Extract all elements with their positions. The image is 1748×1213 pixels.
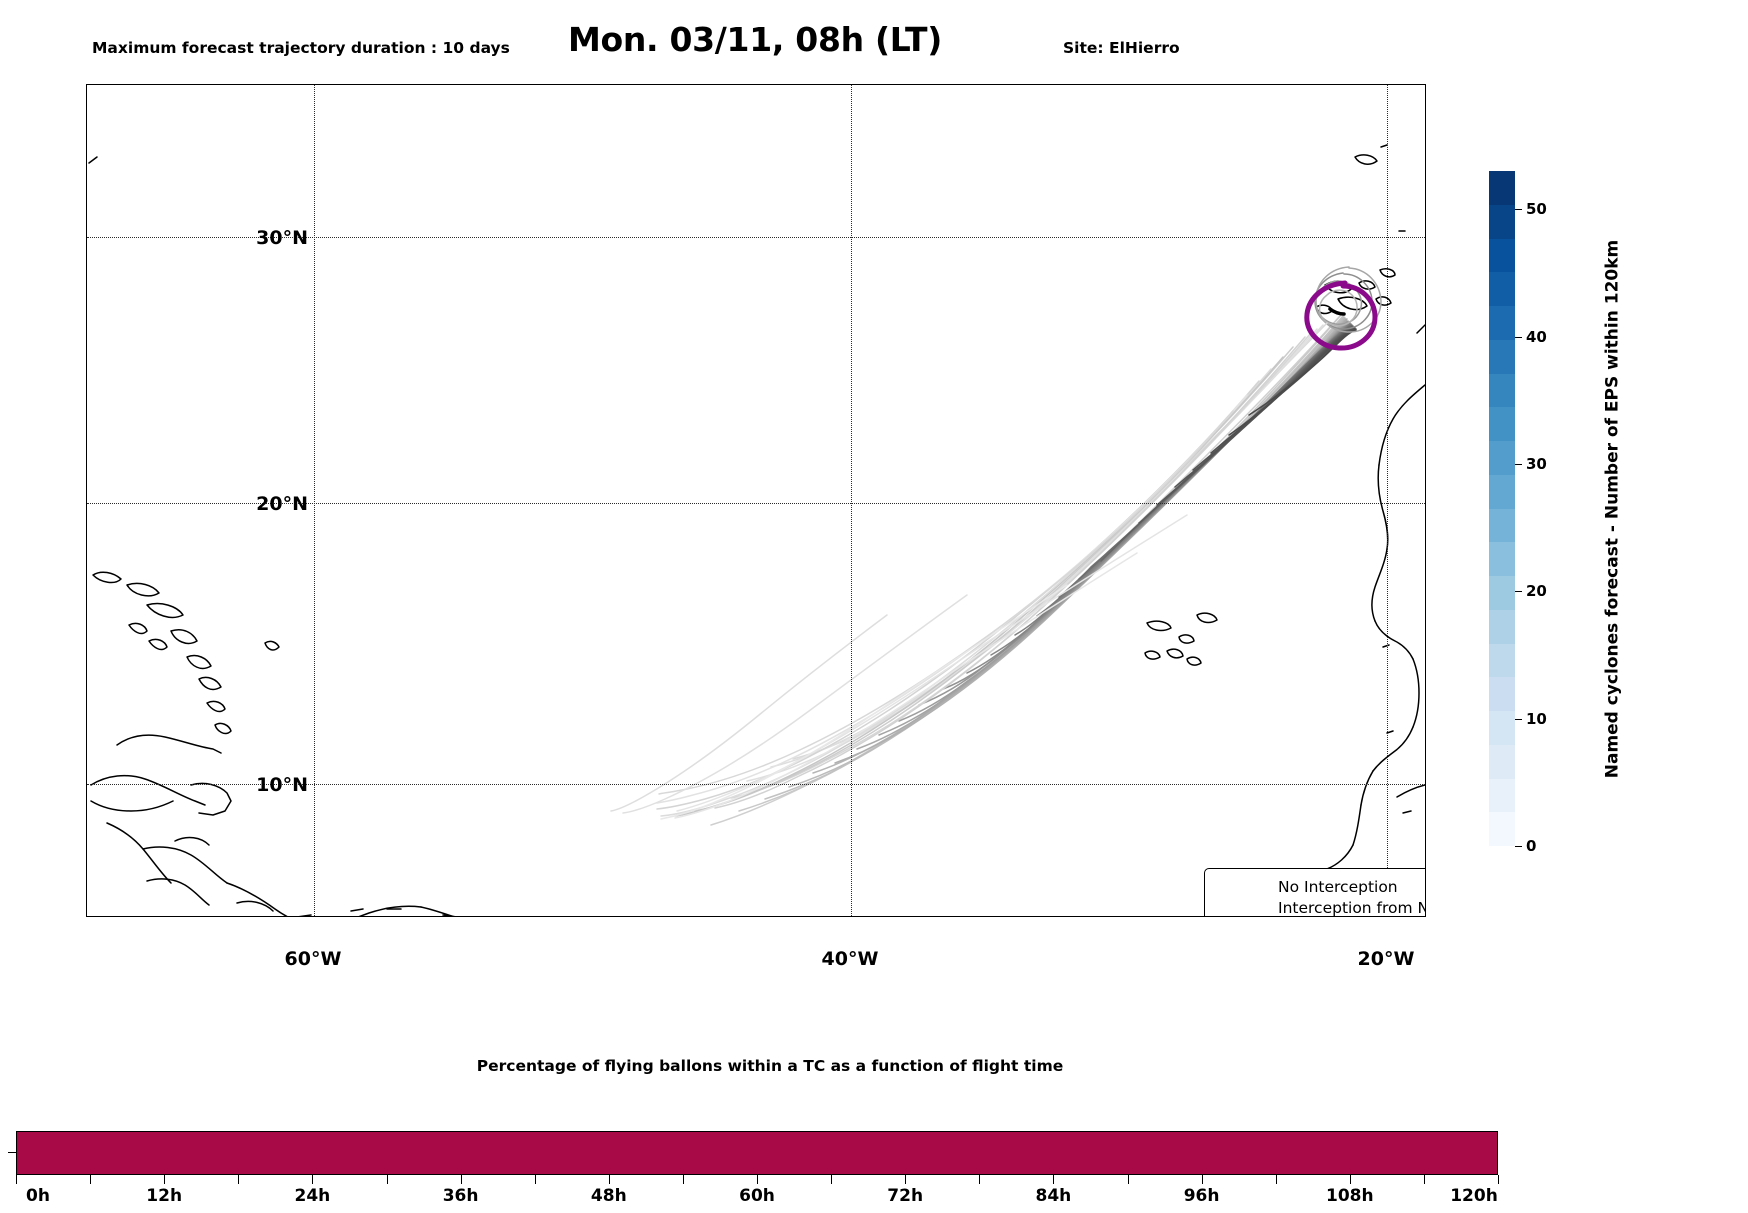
analysis-marker [1328, 307, 1346, 316]
colorbar-step [1489, 306, 1515, 340]
coastline-layer [88, 144, 1425, 916]
flight-bar-tick-label: 24h [294, 1186, 331, 1206]
flight-bar-tick [386, 1175, 388, 1184]
colorbar-tick [1515, 463, 1522, 465]
flight-bar-tick [1127, 1175, 1129, 1184]
colorbar-tick [1515, 591, 1522, 593]
colorbar-step [1489, 576, 1515, 610]
legend-item-named-cyclone[interactable]: Interception from Named cyclone [1214, 897, 1425, 917]
colorbar-step [1489, 474, 1515, 509]
xtick-label-20w: 20°W [1357, 948, 1415, 970]
colorbar-step [1489, 508, 1515, 543]
ytick-label-30n: 30°N [256, 227, 308, 249]
flight-bar-tick-label: 120h [1450, 1186, 1498, 1206]
gridline-lon-20w [1387, 85, 1388, 916]
flight-bar-tick [1053, 1175, 1055, 1184]
colorbar-step [1489, 272, 1515, 306]
gridline-lat-30n [87, 237, 1425, 238]
colorbar-tick-label: 40 [1526, 327, 1547, 346]
gridline-lon-40w [851, 85, 852, 916]
colorbar-tick [1515, 846, 1522, 847]
flight-bar-track[interactable] [16, 1131, 1498, 1175]
flight-bar-tick [16, 1175, 17, 1184]
colorbar-title-text: Named cyclones forecast - Number of EPS … [1602, 239, 1623, 778]
flight-bar-tick [460, 1175, 462, 1184]
eps-trajectories-layer [610, 266, 1382, 826]
flight-bar-tick [1498, 1175, 1499, 1184]
colorbar-step [1489, 204, 1515, 239]
flight-bar-tick-label: 48h [590, 1186, 627, 1206]
colorbar-step [1489, 339, 1515, 374]
colorbar-step [1489, 238, 1515, 273]
colorbar-step [1489, 441, 1515, 475]
ytick-label-20n: 20°N [256, 493, 308, 515]
flight-bar-tick-label: 0h [26, 1186, 50, 1206]
colorbar-step [1489, 677, 1515, 711]
flight-bar-tick-label: 84h [1035, 1186, 1072, 1206]
colorbar-step [1489, 812, 1515, 846]
colorbar-tick-label: 20 [1526, 582, 1547, 601]
flight-bar-tick-label: 72h [887, 1186, 924, 1206]
xtick-label-60w: 60°W [284, 948, 342, 970]
flight-bar-caption: Percentage of flying ballons within a TC… [476, 1057, 1064, 1075]
colorbar-step [1489, 778, 1515, 813]
flight-bar-tick-label: 60h [739, 1186, 775, 1206]
map-legend[interactable]: No Interception Interception from Named … [1204, 868, 1425, 917]
header-right-line-site: Site: ElHierro [1063, 39, 1180, 57]
flight-bar-tick [1349, 1175, 1351, 1184]
map-geometry [88, 144, 1425, 916]
colorbar-tick [1515, 209, 1522, 211]
colorbar-title: Named cyclones forecast - Number of EPS … [1600, 171, 1624, 846]
flight-bar-tick-label: 12h [146, 1186, 183, 1206]
colorbar-tick [1515, 336, 1522, 338]
colorbar-step [1489, 643, 1515, 678]
flight-bar-tick [1201, 1175, 1203, 1184]
flight-bar-tick [757, 1175, 758, 1184]
flight-bar-tick [682, 1175, 684, 1184]
colorbar-tick [1515, 718, 1522, 720]
flight-bar-tick [608, 1175, 610, 1184]
flight-bar-tick [90, 1175, 92, 1184]
colorbar-gradient [1489, 171, 1515, 846]
flight-bar-tick-label: 96h [1183, 1186, 1220, 1206]
hres-trajectory [1304, 280, 1378, 351]
flight-bar-tick-label: 36h [442, 1186, 479, 1206]
colorbar-tick-label: 10 [1526, 709, 1547, 728]
colorbar-tick-label: 50 [1526, 200, 1547, 219]
flight-bar-tick [534, 1175, 536, 1184]
colorbar-tick-label: 0 [1526, 837, 1537, 855]
legend-item-no-interception[interactable]: No Interception [1214, 876, 1425, 897]
colorbar-step [1489, 407, 1515, 441]
colorbar-step [1489, 609, 1515, 644]
page-title: Mon. 03/11, 08h (LT) [567, 20, 943, 59]
flight-bar-tick [831, 1175, 833, 1184]
ytick-label-10n: 10°N [256, 774, 308, 796]
colorbar[interactable] [1489, 171, 1515, 846]
xtick-label-40w: 40°W [821, 948, 879, 970]
gridline-lon-60w [314, 85, 315, 916]
colorbar-step [1489, 542, 1515, 576]
gridline-lat-10n [87, 784, 1425, 785]
flight-bar-tick [979, 1175, 981, 1184]
legend-label-named-cyclone: Interception from Named cyclone [1278, 898, 1425, 917]
flight-bar-fill [17, 1132, 1497, 1174]
flight-bar-tick [905, 1175, 907, 1184]
legend-label-no-interception: No Interception [1278, 877, 1398, 896]
colorbar-step [1489, 744, 1515, 779]
flight-bar-tick [164, 1175, 166, 1184]
map-canvas[interactable]: No Interception Interception from Named … [86, 84, 1426, 917]
flight-bar-y-tick [8, 1152, 17, 1153]
flight-bar-tick [1275, 1175, 1277, 1184]
header-left-line-0: Maximum forecast trajectory duration : 1… [92, 39, 510, 57]
gridline-lat-20n [87, 503, 1425, 504]
colorbar-step [1489, 711, 1515, 745]
colorbar-step [1489, 373, 1515, 408]
colorbar-step [1489, 171, 1515, 205]
flight-bar-tick [238, 1175, 240, 1184]
flight-bar-tick [312, 1175, 314, 1184]
colorbar-tick-label: 30 [1526, 454, 1547, 473]
flight-bar-tick [1423, 1175, 1425, 1184]
flight-bar-tick-label: 108h [1326, 1186, 1374, 1206]
